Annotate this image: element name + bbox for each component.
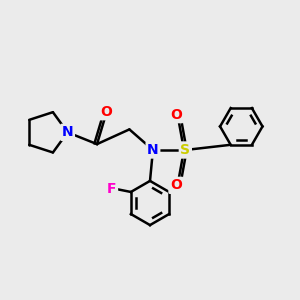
Text: N: N (147, 143, 159, 157)
Text: F: F (107, 182, 116, 196)
Text: O: O (170, 178, 182, 192)
Text: O: O (170, 108, 182, 122)
Text: O: O (100, 105, 112, 119)
Text: S: S (180, 143, 190, 157)
Text: N: N (62, 125, 74, 139)
